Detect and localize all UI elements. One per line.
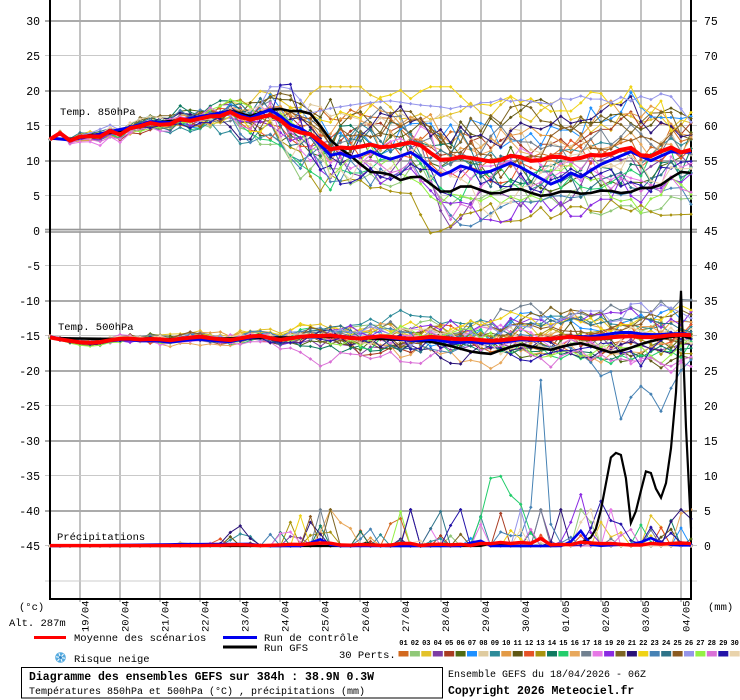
svg-text:29/04: 29/04 [481,600,493,632]
svg-text:24/04: 24/04 [281,600,293,632]
svg-text:Moyenne des scénarios: Moyenne des scénarios [74,633,206,645]
svg-text:18: 18 [593,640,601,648]
svg-text:Run de contrôle: Run de contrôle [264,633,359,645]
svg-text:11: 11 [513,640,521,648]
svg-text:30: 30 [704,331,718,344]
svg-text:Ensemble GEFS du 18/04/2026 -: Ensemble GEFS du 18/04/2026 - 06Z [448,669,646,681]
svg-text:Run GFS: Run GFS [264,643,308,655]
svg-text:-45: -45 [19,541,40,554]
svg-text:22: 22 [639,640,647,648]
svg-text:20: 20 [704,401,718,414]
svg-text:26: 26 [685,640,693,648]
svg-text:19: 19 [605,640,613,648]
svg-text:01: 01 [399,640,407,648]
svg-text:-30: -30 [19,436,40,449]
svg-text:03: 03 [422,640,430,648]
svg-text:23: 23 [650,640,658,648]
svg-text:13: 13 [536,640,544,648]
svg-text:05: 05 [445,640,453,648]
svg-text:20/04: 20/04 [120,600,132,632]
svg-text:03/05: 03/05 [641,600,653,632]
svg-text:23/04: 23/04 [241,600,253,632]
svg-text:0: 0 [33,226,40,239]
svg-text:30: 30 [730,640,738,648]
svg-text:21: 21 [628,640,636,648]
svg-text:02/05: 02/05 [601,600,613,632]
svg-text:15: 15 [704,436,718,449]
svg-text:02: 02 [411,640,419,648]
svg-text:28: 28 [708,640,716,648]
svg-text:09: 09 [491,640,499,648]
svg-text:14: 14 [548,640,556,648]
svg-text:30: 30 [26,16,40,29]
svg-text:Alt. 287m: Alt. 287m [9,618,66,630]
svg-text:30/04: 30/04 [521,600,533,632]
svg-text:08: 08 [479,640,487,648]
svg-text:15: 15 [559,640,567,648]
svg-text:-35: -35 [19,471,40,484]
svg-text:70: 70 [704,51,718,64]
svg-text:Températures 850hPa et 500hPa: Températures 850hPa et 500hPa (°C) , pré… [29,686,365,698]
svg-text:27: 27 [696,640,704,648]
svg-text:(°c): (°c) [19,602,44,614]
svg-text:19/04: 19/04 [80,600,92,632]
svg-text:07: 07 [468,640,476,648]
svg-text:04: 04 [434,640,442,648]
svg-text:22/04: 22/04 [201,600,213,632]
svg-text:29: 29 [719,640,727,648]
svg-text:-15: -15 [19,331,40,344]
svg-text:20: 20 [616,640,624,648]
svg-text:25: 25 [673,640,681,648]
svg-text:Risque neige: Risque neige [74,654,150,666]
svg-text:0: 0 [704,541,711,554]
svg-text:-5: -5 [26,261,40,274]
svg-text:Diagramme des ensembles GEFS s: Diagramme des ensembles GEFS sur 384h : … [29,671,374,684]
svg-text:55: 55 [704,156,718,169]
svg-text:24: 24 [662,640,670,648]
svg-text:10: 10 [502,640,510,648]
svg-text:35: 35 [704,296,718,309]
svg-text:50: 50 [704,191,718,204]
svg-text:-10: -10 [19,296,40,309]
svg-text:5: 5 [33,191,40,204]
svg-text:-20: -20 [19,366,40,379]
svg-text:01/05: 01/05 [561,600,573,632]
svg-text:Copyright 2026 Meteociel.fr: Copyright 2026 Meteociel.fr [448,685,634,698]
svg-text:30 Perts.: 30 Perts. [339,650,396,662]
svg-text:(mm): (mm) [708,602,733,614]
svg-text:40: 40 [704,261,718,274]
svg-text:28/04: 28/04 [441,600,453,632]
svg-text:16: 16 [571,640,579,648]
svg-text:10: 10 [704,471,718,484]
svg-text:Temp. 500hPa: Temp. 500hPa [58,322,134,334]
svg-text:75: 75 [704,16,718,29]
svg-text:12: 12 [525,640,533,648]
svg-text:20: 20 [26,86,40,99]
svg-text:15: 15 [26,121,40,134]
svg-text:25: 25 [26,51,40,64]
svg-text:04/05: 04/05 [681,600,693,632]
svg-text:25: 25 [704,366,718,379]
svg-text:25/04: 25/04 [321,600,333,632]
svg-text:27/04: 27/04 [401,600,413,632]
svg-text:17: 17 [582,640,590,648]
svg-text:Précipitations: Précipitations [57,532,145,544]
svg-text:10: 10 [26,156,40,169]
svg-text:21/04: 21/04 [161,600,173,632]
svg-text:60: 60 [704,121,718,134]
svg-text:06: 06 [456,640,464,648]
svg-text:5: 5 [704,506,711,519]
svg-text:-40: -40 [19,506,40,519]
svg-text:26/04: 26/04 [361,600,373,632]
svg-text:-25: -25 [19,401,40,414]
svg-text:65: 65 [704,86,718,99]
svg-text:45: 45 [704,226,718,239]
svg-text:Temp. 850hPa: Temp. 850hPa [60,107,136,119]
